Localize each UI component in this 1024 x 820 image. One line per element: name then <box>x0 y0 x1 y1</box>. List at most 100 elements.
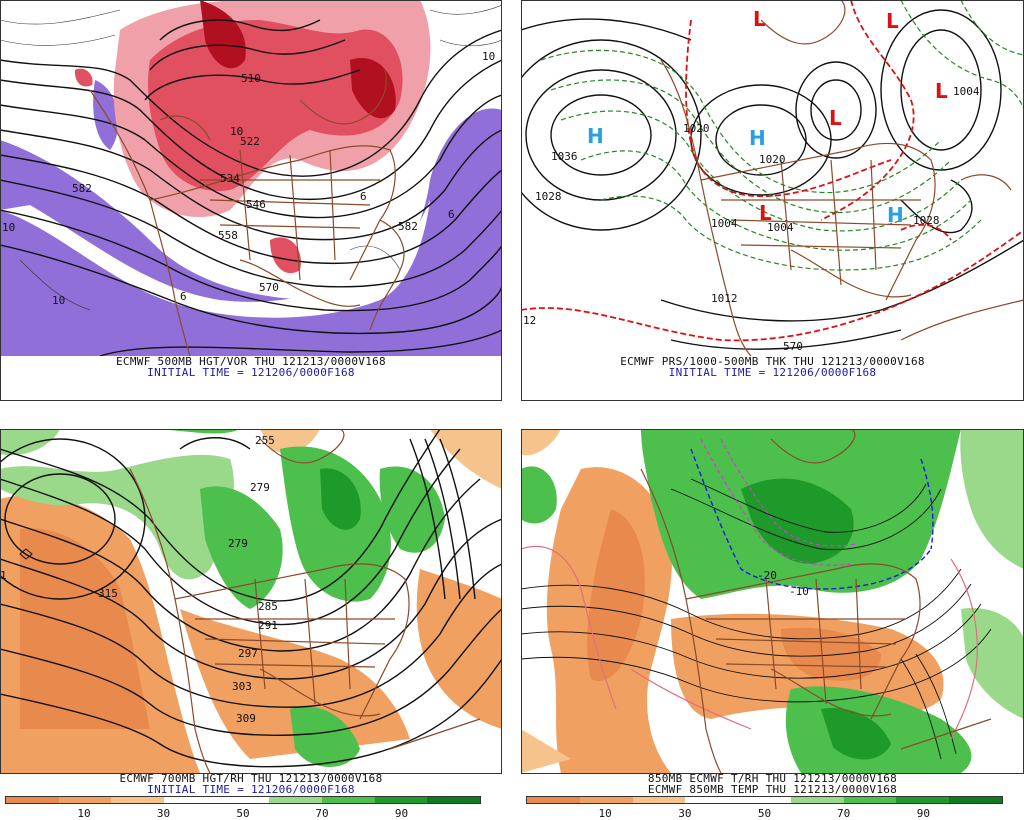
vort-positive-region <box>350 58 396 119</box>
caption-initial-time: INITIAL TIME = 121206/0000F168 <box>147 783 355 796</box>
panel-850mb-temp-rh: -20 -10 850MB ECMWF T/RH THU 121213/0000… <box>521 429 1024 820</box>
contour-label: 1028 <box>913 214 940 227</box>
rh-dry-region <box>587 509 645 681</box>
contour-label: 1004 <box>953 85 980 98</box>
contour-label: 10 <box>52 294 65 307</box>
closed-contour <box>19 548 33 560</box>
colorbar-tick: 90 <box>394 807 409 820</box>
rh-dry-region <box>521 429 561 456</box>
map-700mb: 1 315 279 279 285 291 297 303 309 255 <box>0 429 502 773</box>
contour-label: 6 <box>360 190 367 203</box>
rh-moist-region <box>320 468 361 530</box>
contour-label: 315 <box>98 587 118 600</box>
colorbar-swatch <box>6 797 59 803</box>
contour-label: 1 <box>0 569 7 582</box>
contour-label: 6 <box>180 290 187 303</box>
coastlines <box>129 429 481 773</box>
map-850mb-svg: -20 -10 <box>521 429 1024 773</box>
colorbar-tick: 70 <box>837 807 851 820</box>
colorbar-tick: 90 <box>916 807 930 820</box>
contour-label: 255 <box>255 434 275 447</box>
rh-moist-region <box>821 708 891 760</box>
vorticity-contours <box>0 4 502 311</box>
panel-pressure-thickness: H H L L L L L H 1036 1028 1004 1020 1012… <box>521 0 1024 401</box>
colorbar-swatch <box>164 797 217 803</box>
contour-label: 1036 <box>551 150 578 163</box>
contour-label: 12 <box>523 314 536 327</box>
contour-label: 582 <box>398 220 418 233</box>
rh-colorbar <box>5 796 481 804</box>
contour-labels: 582 10 10 534 510 546 558 570 582 10 6 5… <box>2 50 495 307</box>
rh-moist-region <box>290 706 360 767</box>
rh-moist-region <box>521 466 557 524</box>
colorbar-tick: 70 <box>315 807 329 820</box>
contour-label: 279 <box>250 481 270 494</box>
colorbar-swatch <box>843 797 897 803</box>
colorbar-swatch <box>427 797 481 803</box>
temperature-contours-magenta <box>700 438 857 566</box>
height-contours-inner <box>144 19 361 101</box>
colorbar-swatch <box>216 797 270 803</box>
vort-positive-region <box>74 68 93 87</box>
colorbar-swatch <box>269 797 323 803</box>
contour-label: -10 <box>789 585 809 598</box>
temperature-contours-cold <box>690 448 934 590</box>
isobars <box>521 9 1024 350</box>
colorbar-swatch <box>949 797 1003 803</box>
contour-label: 309 <box>236 712 256 725</box>
contour-label: 279 <box>228 537 248 550</box>
pressure-center-high: H <box>887 203 904 227</box>
map-700mb-svg: 1 315 279 279 285 291 297 303 309 255 <box>0 429 502 773</box>
rh-moist-region <box>200 486 283 609</box>
pressure-center-high: H <box>587 124 604 148</box>
map-500mb-svg: 582 10 10 534 510 546 558 570 582 10 6 5… <box>0 0 502 356</box>
contour-label: 10 <box>230 125 243 138</box>
contour-label: 1012 <box>711 292 738 305</box>
rh-dry-region <box>416 569 502 729</box>
contour-label: 303 <box>232 680 252 693</box>
colorbar-tick: 10 <box>77 807 91 820</box>
contour-labels: 1036 1028 1004 1020 1012 1028 1004 12 57… <box>523 85 980 353</box>
caption-initial-time: INITIAL TIME = 121206/0000F168 <box>668 366 877 379</box>
thickness-contours-warm <box>521 0 1024 342</box>
rh-moist-region <box>0 454 234 580</box>
caption-title: ECMWF PRS/1000-500MB THK THU 121213/0000… <box>620 355 925 368</box>
contour-label: 10 <box>2 221 15 234</box>
contour-label: 570 <box>259 281 279 294</box>
rh-moist-region <box>0 429 60 456</box>
pressure-center-high: H <box>749 126 766 150</box>
colorbar-swatch <box>58 797 112 803</box>
contour-label: 534 <box>220 172 240 185</box>
colorbar-swatch <box>579 797 633 803</box>
caption-subtitle: ECMWF 850MB TEMP THU 121213/0000V168 <box>647 783 898 796</box>
contour-label: 570 <box>783 340 803 353</box>
caption-title: ECMWF 500MB HGT/VOR THU 121213/0000V168 <box>116 355 386 368</box>
map-pressure-svg: H H L L L L L H 1036 1028 1004 1020 1012… <box>521 0 1024 356</box>
colorbar-swatch <box>322 797 375 803</box>
contour-label: 510 <box>241 72 261 85</box>
colorbar-swatch <box>896 797 950 803</box>
coastlines <box>89 69 405 356</box>
map-850mb: -20 -10 <box>521 429 1024 773</box>
contour-label: 1028 <box>535 190 562 203</box>
rh-moist-region <box>960 429 1024 569</box>
contour-label: 1004 <box>767 221 794 234</box>
colorbar-swatch <box>685 797 739 803</box>
rh-colorbar-labels: 10 30 50 70 90 <box>5 807 481 820</box>
rh-dry-region <box>521 729 571 773</box>
coastlines <box>640 429 992 773</box>
caption-initial-time: INITIAL TIME = 121206/0000F168 <box>147 366 355 379</box>
vort-positive-region <box>270 237 301 274</box>
colorbar-swatch <box>527 797 580 803</box>
colorbar-swatch <box>111 797 165 803</box>
rh-colorbar-labels: 10 30 50 70 90 <box>526 807 1003 820</box>
map-500mb: 582 10 10 534 510 546 558 570 582 10 6 5… <box>0 0 502 356</box>
contour-label: 297 <box>238 647 258 660</box>
panel-500mb-height-vorticity: 582 10 10 534 510 546 558 570 582 10 6 5… <box>0 0 502 401</box>
temperature-contours-warm <box>521 545 978 740</box>
contour-label: 1020 <box>683 122 710 135</box>
panel-700mb-height-rh: 1 315 279 279 285 291 297 303 309 255 EC… <box>0 429 502 820</box>
colorbar-tick: 30 <box>156 807 171 820</box>
pressure-center-low: L <box>935 79 948 103</box>
rh-moist-region <box>150 429 240 434</box>
